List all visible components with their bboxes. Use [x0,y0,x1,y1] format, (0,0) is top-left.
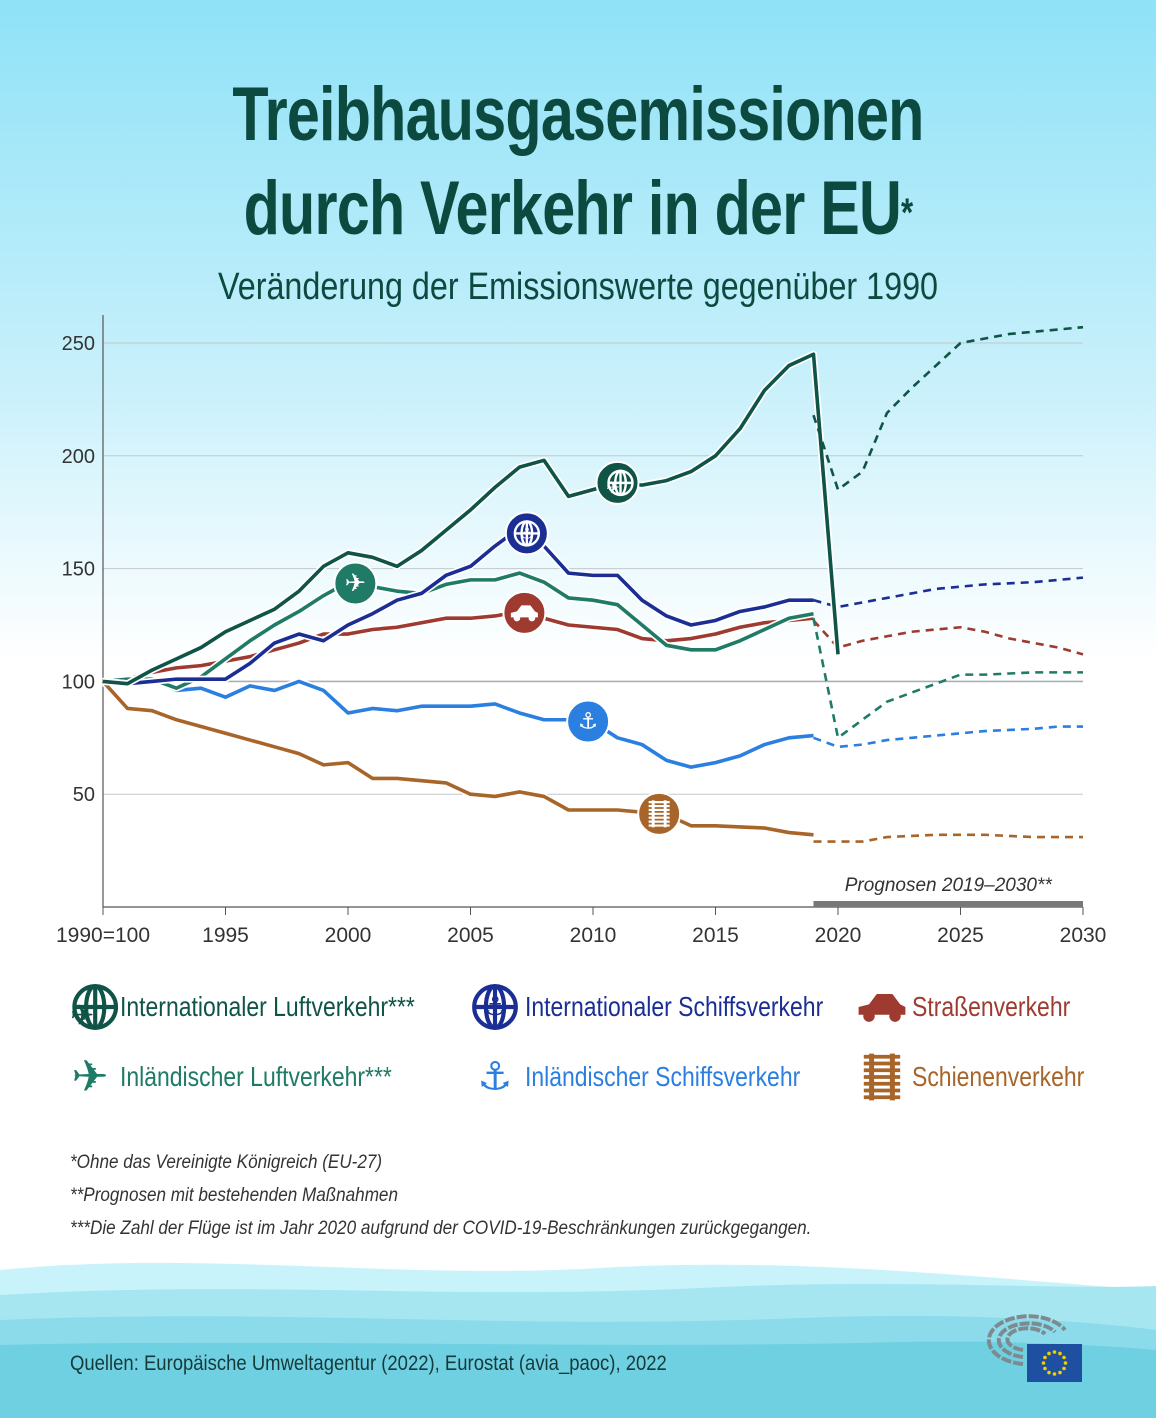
eu-star [1041,1361,1046,1365]
eu-star [1058,1370,1062,1375]
legend-item: ⚓ Inländischer Schiffsverkehr [465,1052,861,1102]
series-forecast-line [812,617,1083,741]
eu-star [1052,1372,1057,1376]
legend-label: Internationaler Luftverkehr*** [120,991,415,1022]
eu-star [1043,1355,1047,1360]
y-tick-label: 100 [62,671,95,693]
x-tick-label: 2030 [1060,924,1107,947]
globe-plane-icon: ✈ [595,460,640,505]
series-line-globe-anchor [102,526,814,686]
european-parliament-logo [986,1314,1082,1382]
x-tick-label: 2000 [325,924,372,947]
x-tick-label: 1995 [202,924,249,947]
title-line-2: durch Verkehr in der EU* [127,162,1029,256]
legend-label: Inländischer Schiffsverkehr [525,1061,801,1092]
series-line-rail [101,680,814,837]
svg-text:✈: ✈ [70,998,94,1032]
legend-label: Internationaler Schiffsverkehr [525,991,824,1022]
x-tick-label: 2010 [570,924,617,947]
footnote-3: ***Die Zahl der Flüge ist im Jahr 2020 a… [70,1218,812,1239]
svg-text:✈: ✈ [345,568,366,598]
x-tick-label: 2005 [447,924,494,947]
legend-plane-icon: ✈ [71,1052,108,1102]
legend-globe-plane-icon: ✈ [70,984,119,1032]
legend-car-icon [858,994,906,1022]
footnote-1: *Ohne das Vereinigte Königreich (EU-27) [70,1152,383,1173]
line-chart: 50 100 150 200 250 1990=100 1995 2000 2005 2010 20… [56,315,1107,947]
legend-globe-anchor-icon: ⚓ [472,984,518,1030]
series-forecast-line [813,725,1083,749]
title-line-1: Treibhausgasemissionen [232,72,924,157]
svg-text:⚓: ⚓ [578,709,598,735]
series-line-anchor [102,677,814,769]
globe-anchor-icon: ⚓ [504,511,549,556]
x-tick-label: 2020 [815,924,862,947]
legend-label: Inländischer Luftverkehr*** [120,1061,392,1092]
legend-item: Schienenverkehr [852,1052,1122,1102]
svg-text:⚓: ⚓ [478,1055,513,1100]
legend-label: Schienenverkehr [912,1061,1085,1092]
eu-star [1063,1361,1068,1365]
svg-text:⚓: ⚓ [483,992,506,1022]
x-tick-label: 2015 [692,924,739,947]
car-icon [502,590,547,635]
eu-star [1062,1355,1066,1360]
forecast-annotation: Prognosen 2019–2030** [845,875,1053,896]
legend-item: ✈ Inländischer Luftverkehr*** [60,1052,452,1102]
wave-decoration [0,1262,1156,1418]
footnotes: *Ohne das Vereinigte Königreich (EU-27) … [70,1146,811,1245]
y-tick-label: 200 [62,446,95,468]
legend-rail-icon [863,1053,901,1101]
title-footnote-mark: * [901,191,913,235]
legend-item: ✈ Internationaler Luftverkehr*** [60,982,480,1032]
y-tick-label: 50 [73,784,95,806]
anchor-icon: ⚓ [566,699,611,744]
eu-star [1047,1370,1051,1375]
eu-star [1058,1351,1062,1356]
title-line-2-text: durch Verkehr in der EU [243,166,902,251]
series-line-plane [102,571,814,690]
legend-label: Straßenverkehr [912,991,1071,1022]
plane-icon: ✈ [333,561,378,606]
eu-star [1062,1366,1066,1371]
series-forecast-line [812,619,1084,656]
series-line-globe-plane [102,352,840,686]
source-text: Quellen: Europäische Umweltagentur (2022… [70,1352,667,1375]
svg-text:✈: ✈ [606,478,620,497]
legend-item: Straßenverkehr [852,982,1105,1032]
page-title: Treibhausgasemissionen durch Verkehr in … [127,68,1029,256]
legend-anchor-icon: ⚓ [478,1055,513,1100]
x-tick-label: 1990=100 [56,924,150,947]
x-tick-label: 2025 [937,924,984,947]
y-tick-label: 150 [62,559,95,581]
eu-star [1047,1351,1051,1356]
svg-text:✈: ✈ [71,1052,108,1102]
rail-icon [637,791,682,836]
subtitle: Veränderung der Emissionswerte gegenüber… [217,266,939,308]
series-line-halo [102,524,814,688]
svg-text:⚓: ⚓ [520,524,533,542]
series-forecast-line [813,576,1084,609]
eu-star [1043,1366,1047,1371]
eu-star [1052,1350,1057,1354]
y-tick-label: 250 [62,333,95,355]
footnote-2: **Prognosen mit bestehenden Maßnahmen [70,1185,398,1206]
series-forecast-line [813,833,1083,843]
legend-item: ⚓ Internationaler Schiffsverkehr [465,982,889,1032]
series-forecast-line [812,325,1084,492]
